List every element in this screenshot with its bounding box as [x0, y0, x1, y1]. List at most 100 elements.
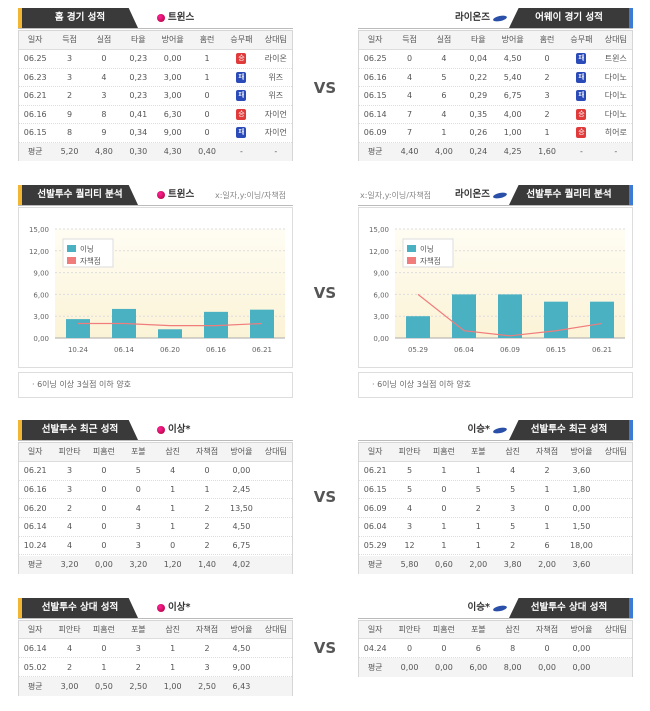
- table-cell: 6,75: [503, 91, 522, 101]
- header-rule: [18, 618, 293, 619]
- column-header: 방어율: [570, 624, 593, 634]
- table-row: [359, 124, 632, 143]
- y-tick-label: 0,00: [373, 335, 389, 343]
- y-tick-label: 15,00: [369, 226, 389, 234]
- table-cell: 06.04: [363, 522, 387, 532]
- team-name: 트윈스: [168, 189, 195, 200]
- table-cell: 2: [67, 662, 73, 672]
- header-strip: [18, 185, 22, 205]
- table-cell: -: [274, 146, 278, 156]
- header-strip: [18, 420, 22, 440]
- table-cell: 4,80: [95, 146, 113, 156]
- column-header: 포볼: [130, 447, 146, 456]
- table-cell: 5: [510, 522, 516, 532]
- table-cell: 2,50: [198, 681, 216, 691]
- result-icon: 패: [576, 53, 587, 65]
- table-cell: 3,80: [503, 559, 522, 569]
- table-cell: 4: [67, 541, 73, 551]
- table-cell: 4: [67, 522, 73, 532]
- legend-label: 자책점: [80, 256, 101, 266]
- column-header: 삼진: [165, 624, 181, 634]
- table-head: [359, 31, 632, 50]
- header-strip: [629, 598, 633, 618]
- table-cell: 3: [204, 662, 210, 672]
- table-cell: 5: [510, 485, 516, 495]
- table-cell: 3: [67, 485, 73, 495]
- table-row: [19, 536, 292, 556]
- header-rule: [18, 205, 293, 206]
- vs-label: VS: [313, 488, 337, 506]
- table-cell: 2: [475, 503, 481, 513]
- table-cell: 2: [544, 109, 550, 119]
- table-cell: 0: [101, 522, 107, 532]
- table-head: [359, 443, 632, 462]
- table-cell: 1: [170, 503, 176, 513]
- column-header: 방어율: [570, 447, 593, 456]
- table-cell: 3: [544, 91, 550, 101]
- team-logo: [492, 191, 508, 200]
- chart-box: [358, 207, 633, 368]
- table-cell: 7: [407, 109, 413, 119]
- column-header: 자책점: [196, 624, 219, 634]
- table-cell: -: [579, 146, 583, 156]
- note-box: [18, 372, 293, 398]
- table-cell: 3,60: [572, 466, 591, 476]
- table-head: [359, 621, 632, 639]
- table-cell: 1,60: [538, 146, 556, 156]
- table-cell: 0: [101, 503, 107, 513]
- table-cell: 4: [407, 91, 413, 101]
- table-cell: 1: [544, 485, 550, 495]
- column-header: 방어율: [161, 35, 184, 44]
- y-tick-label: 0,00: [33, 335, 49, 343]
- table-cell: 0: [407, 54, 413, 64]
- table-cell: 1,80: [572, 485, 591, 495]
- table-row: [19, 480, 292, 500]
- table-cell: 06.09: [363, 503, 387, 513]
- column-header: 상대팀: [264, 624, 287, 634]
- table-cell: 3: [135, 643, 141, 653]
- table-cell: 8: [510, 643, 516, 653]
- table-cell: 8: [101, 109, 107, 119]
- header-tab: 선발투수 최근 성적: [22, 420, 138, 440]
- bar: [66, 319, 90, 338]
- header-tab: 어웨이 경기 성적: [509, 8, 629, 28]
- y-tick-label: 3,00: [33, 313, 49, 321]
- table-cell: 06.14: [23, 522, 47, 532]
- header-strip: [629, 420, 633, 440]
- table-cell: 2: [204, 643, 210, 653]
- team-name: 이상*: [168, 424, 191, 435]
- table-cell: 2: [204, 522, 210, 532]
- table-row: [359, 536, 632, 556]
- table-cell: 다이노: [604, 109, 627, 119]
- table-cell: 3: [67, 54, 73, 64]
- header-rule: [358, 440, 633, 441]
- table-cell: 2: [204, 541, 210, 551]
- table-cell: 2,00: [538, 559, 556, 569]
- table-cell: 4,50: [232, 522, 251, 532]
- table-row: [19, 639, 292, 658]
- column-header: 삼진: [165, 447, 181, 456]
- average-row: [359, 142, 632, 161]
- table-cell: 3: [407, 522, 413, 532]
- table-cell: 0: [441, 485, 447, 495]
- column-header: 피안타: [58, 624, 81, 634]
- table-cell: 자이언: [264, 128, 287, 138]
- column-header: 피홈런: [92, 624, 115, 634]
- header-strip: [18, 598, 22, 618]
- table-cell: 3: [135, 541, 141, 551]
- table-cell: 5,20: [60, 146, 79, 156]
- axes-note: x:일자,y:이닝/자책점: [215, 191, 287, 200]
- column-header: 삼진: [505, 624, 521, 634]
- header-rule: [358, 28, 633, 29]
- table-cell: 5,40: [503, 72, 522, 82]
- x-tick-label: 06.15: [546, 346, 566, 354]
- table-cell: 0,00: [163, 54, 182, 64]
- table-cell: 4,50: [503, 54, 522, 64]
- team-logo: [492, 604, 508, 613]
- bar: [590, 301, 614, 338]
- table-cell: 위즈: [268, 72, 284, 82]
- legend-label: 이닝: [80, 244, 94, 254]
- table-cell: 2: [135, 662, 141, 672]
- column-header: 일자: [27, 447, 43, 456]
- legend-swatch: [67, 257, 76, 264]
